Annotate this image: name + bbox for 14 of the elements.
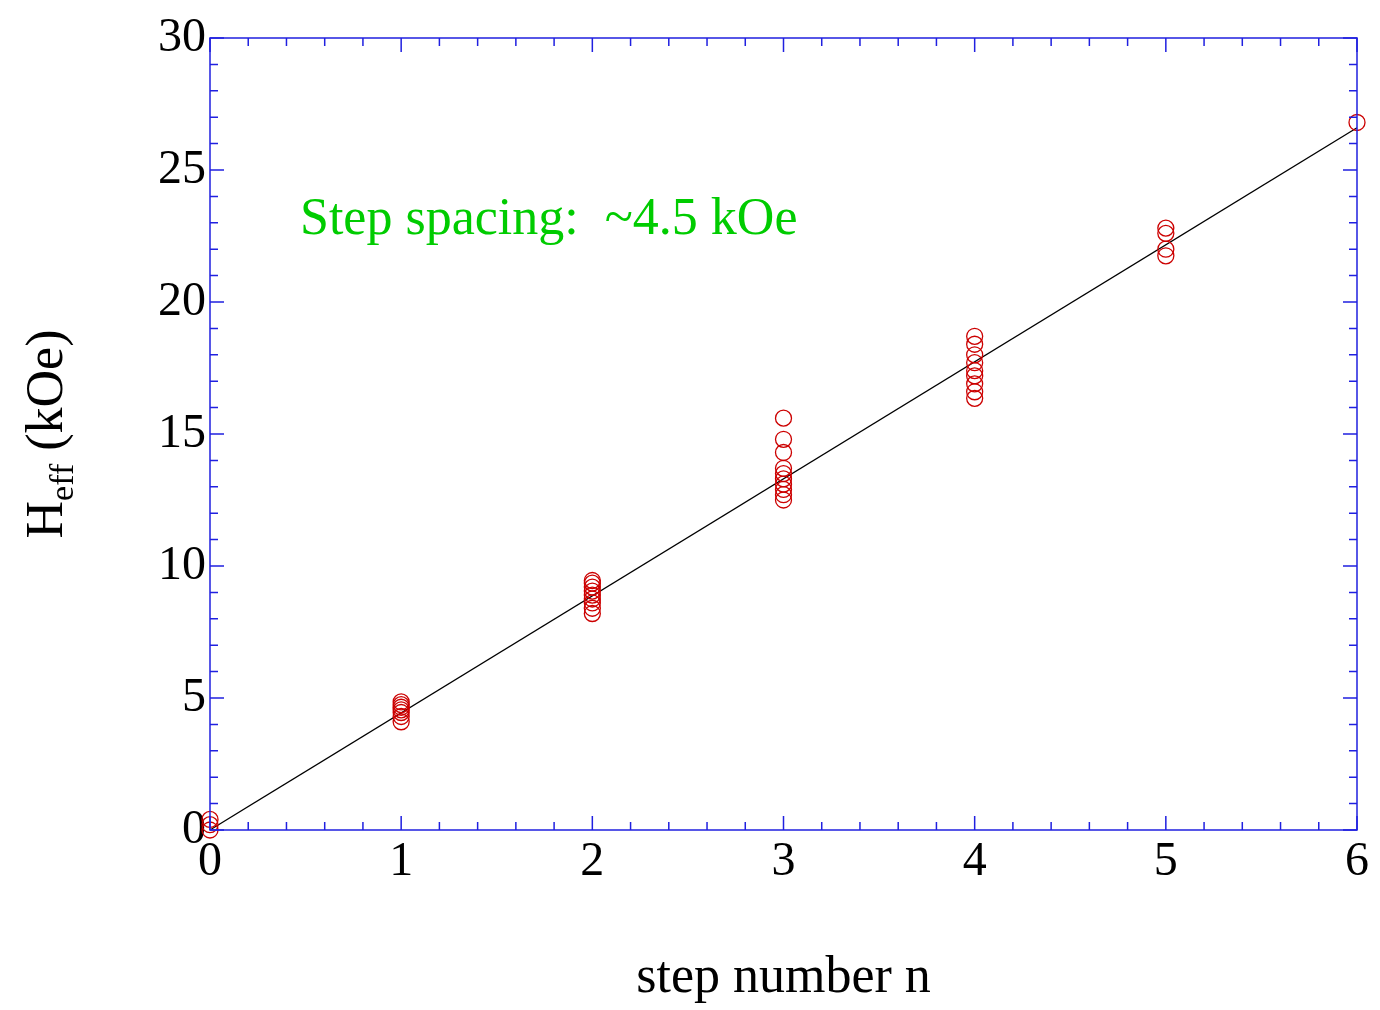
- x-tick-label: 4: [962, 832, 987, 886]
- y-tick-label: 20: [158, 271, 206, 325]
- y-tick-label: 5: [182, 667, 206, 721]
- x-tick-label: 6: [1345, 832, 1369, 886]
- annotation: Step spacing: ~4.5 kOe: [300, 187, 798, 245]
- x-axis-title: step number n: [636, 946, 931, 1004]
- y-tick-label: 10: [158, 535, 206, 589]
- x-tick-label: 1: [389, 832, 414, 886]
- x-tick-label: 5: [1153, 832, 1178, 886]
- y-tick-label: 15: [158, 403, 206, 457]
- y-tick-label: 30: [158, 7, 206, 61]
- x-tick-label: 3: [771, 832, 796, 886]
- y-tick-label: 25: [158, 139, 206, 193]
- x-tick-label: 2: [580, 832, 605, 886]
